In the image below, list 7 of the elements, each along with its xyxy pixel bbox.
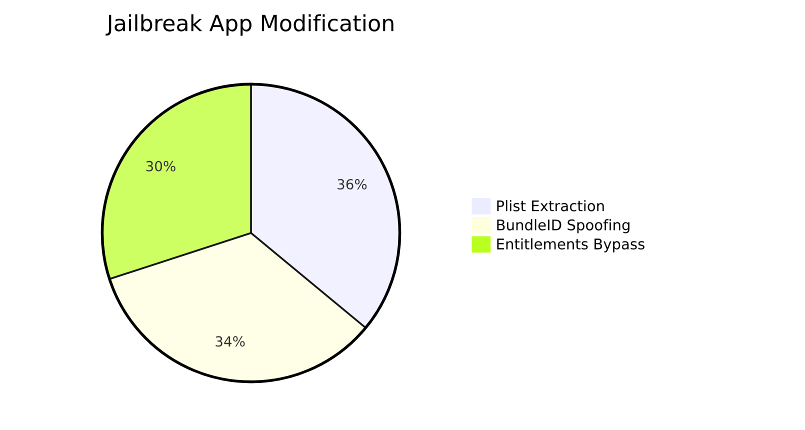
data-label: 36% [338,179,367,190]
legend-label: BundleID Spoofing [497,219,630,234]
legend-label: Entitlements Bypass [497,238,644,252]
data-label: 30% [146,160,176,172]
chart-title: Jailbreak App Modification [106,14,394,36]
data-label: 34% [216,336,245,347]
legend-label: Plist Extraction [497,200,604,212]
